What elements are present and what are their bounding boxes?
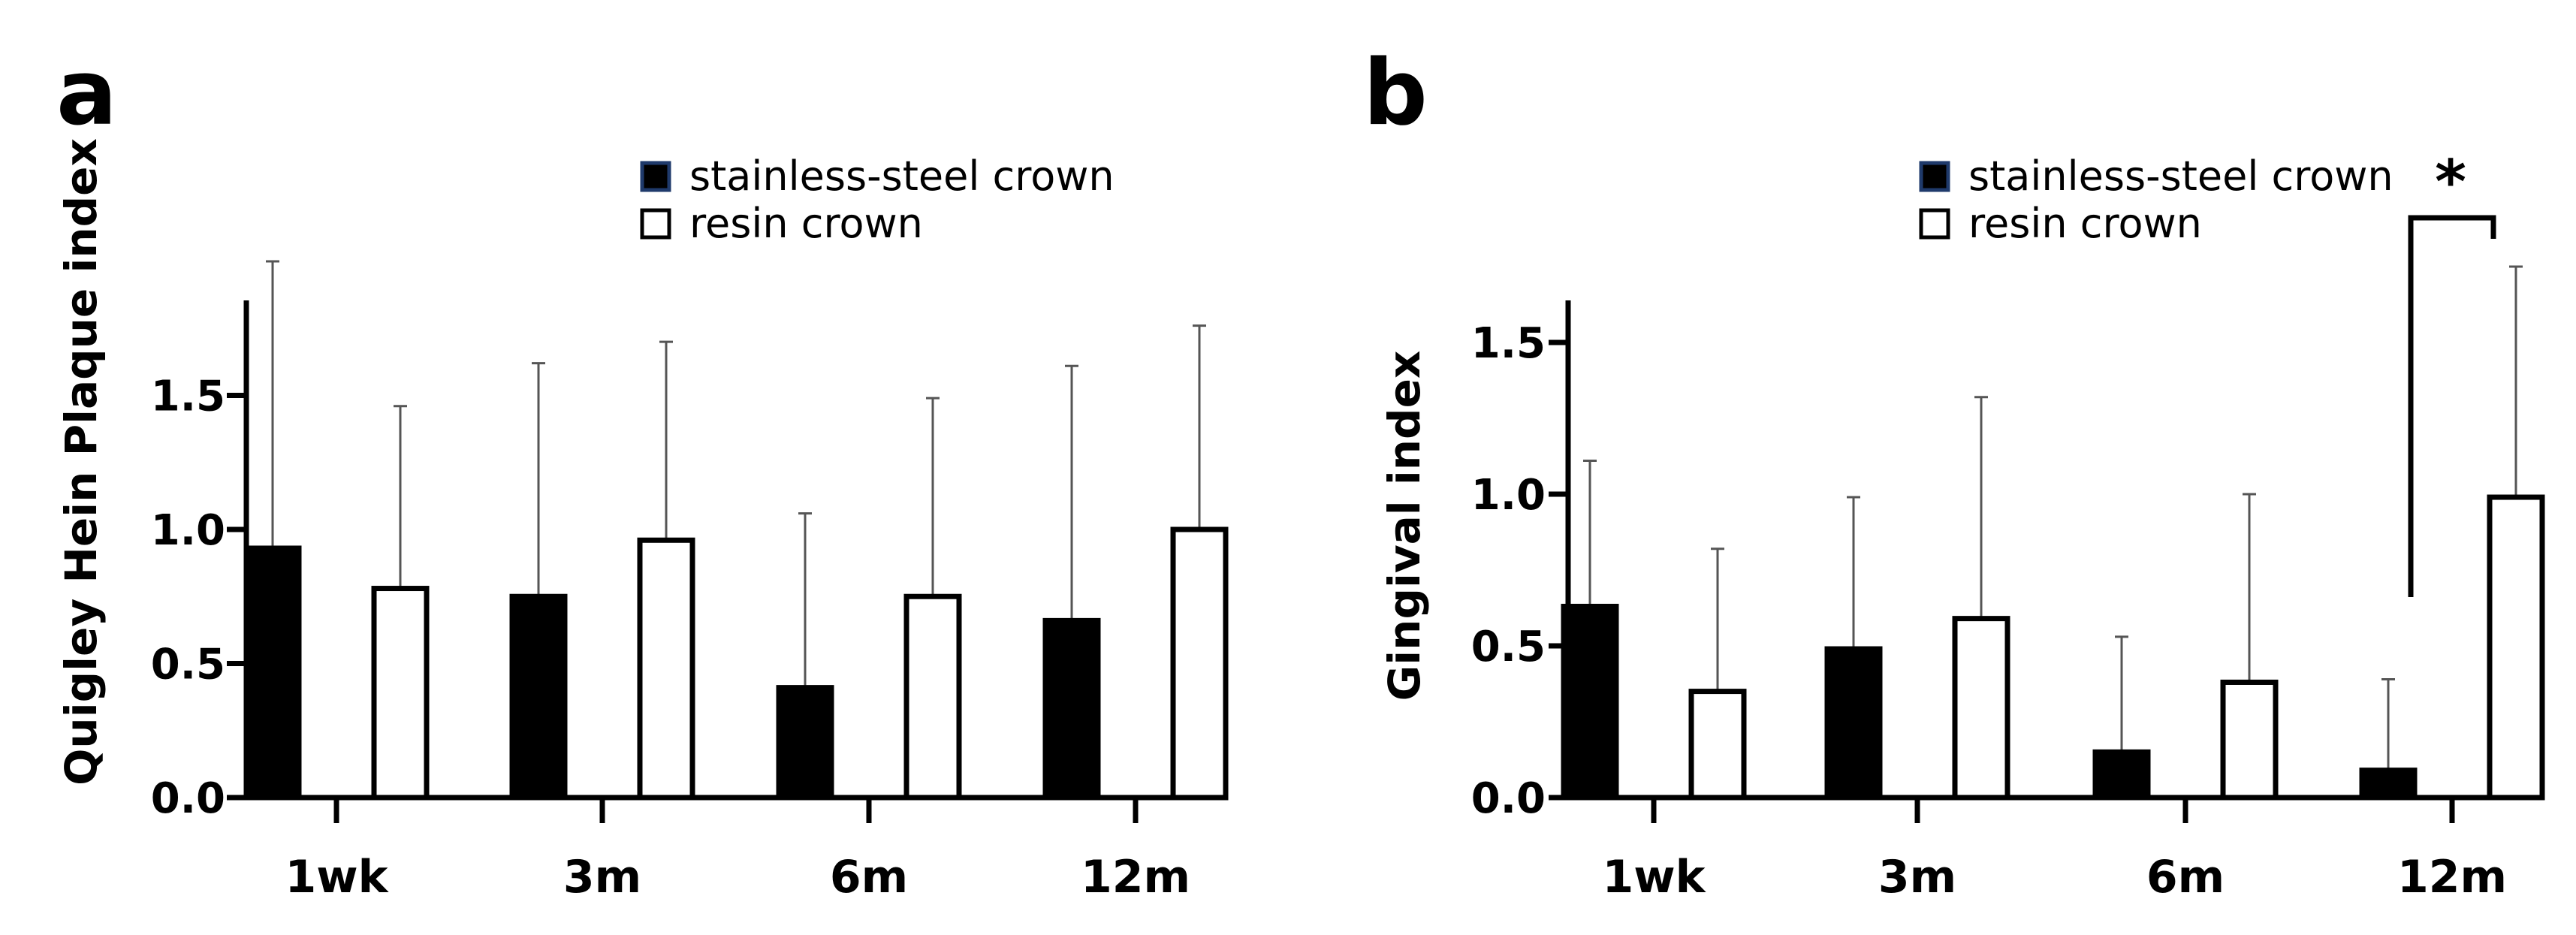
panel-b-x-tick-label-12m: 12m (2397, 851, 2507, 903)
panel-a-legend-label-resin: resin crown (689, 200, 923, 247)
panel-a-y-tick-label: 0.0 (151, 774, 225, 823)
panel-b-y-tick-label: 1.0 (1471, 471, 1546, 520)
panel-b-bar-resin-12m (2487, 494, 2545, 801)
panel-b: b Gingival index stainless-steel crown r… (1363, 41, 2545, 903)
panel-a: a Quigley Hein Plaque index stainless-st… (56, 41, 1229, 903)
panel-a-bar-stainless-steel-6m (776, 685, 834, 801)
panel-b-bar-stainless-steel-12m (2359, 768, 2418, 801)
panel-a-x-tick-label-12m: 12m (1081, 851, 1190, 903)
panel-a-bar-resin-1wk (371, 586, 430, 801)
panel-b-y-tick-label: 0.0 (1471, 774, 1546, 823)
panel-b-bar-resin-1wk (1688, 689, 1747, 801)
panel-a-legend-swatch-steel (640, 161, 671, 192)
panel-a-bar-stainless-steel-3m (509, 593, 568, 801)
panel-a-bar-stainless-steel-12m (1042, 617, 1101, 801)
panel-b-y-tick-label: 0.5 (1471, 623, 1546, 671)
panel-a-bar-stainless-steel-1wk (243, 545, 302, 801)
panel-a-x-tick-label-6m: 6m (830, 851, 908, 903)
panel-a-y-tick-label: 0.5 (151, 641, 225, 689)
panel-b-y-tick-label: 1.5 (1471, 319, 1546, 368)
significance-bracket (2408, 215, 2496, 597)
panel-a-x-tick-label-1wk: 1wk (285, 851, 389, 903)
panel-b-legend-label-steel: stainless-steel crown (1968, 152, 2394, 200)
panel-b-y-axis-label: Gingival index (1379, 351, 1430, 701)
panel-b-legend-label-resin: resin crown (1968, 200, 2202, 247)
panel-b-bar-resin-6m (2220, 679, 2279, 801)
panel-b-legend: stainless-steel crown resin crown (1919, 152, 2394, 247)
panel-b-plot: 0.0 0.5 1.0 1.5 1wk 3m 6m 12m (1471, 265, 2545, 903)
panel-a-y-tick-label: 1.5 (151, 372, 225, 421)
panel-b-x-tick-label-3m: 3m (1878, 851, 1956, 903)
panel-a-bar-resin-6m (903, 593, 962, 801)
panel-b-bar-stainless-steel-3m (1824, 646, 1883, 801)
panel-b-x-tick-label-1wk: 1wk (1602, 851, 1706, 903)
panel-a-y-axis-label: Quigley Hein Plaque index (56, 138, 107, 786)
panel-a-label: a (56, 41, 117, 146)
panel-a-plot: 0.0 0.5 1.0 1.5 1wk 3m 6m 12m (151, 260, 1229, 903)
panel-a-bar-resin-3m (637, 537, 695, 801)
panel-b-x-tick-label-6m: 6m (2146, 851, 2225, 903)
panel-b-bar-stainless-steel-1wk (1561, 603, 1619, 801)
panel-a-legend-swatch-resin (640, 208, 671, 240)
panel-b-legend-swatch-steel (1919, 161, 1950, 192)
panel-b-bar-resin-3m (1952, 616, 2010, 801)
panel-a-bar-resin-12m (1170, 526, 1229, 801)
panel-b-bar-stainless-steel-6m (2092, 749, 2151, 801)
panel-a-legend-label-steel: stainless-steel crown (689, 152, 1115, 200)
significance-star: * (2435, 147, 2466, 217)
panel-b-label: b (1363, 41, 1428, 146)
panel-b-legend-swatch-resin (1919, 208, 1950, 240)
panel-b-significance: * (2408, 147, 2496, 597)
panel-a-legend: stainless-steel crown resin crown (640, 152, 1115, 247)
panel-a-y-tick-label: 1.0 (151, 506, 225, 555)
panel-a-x-tick-label-3m: 3m (563, 851, 641, 903)
